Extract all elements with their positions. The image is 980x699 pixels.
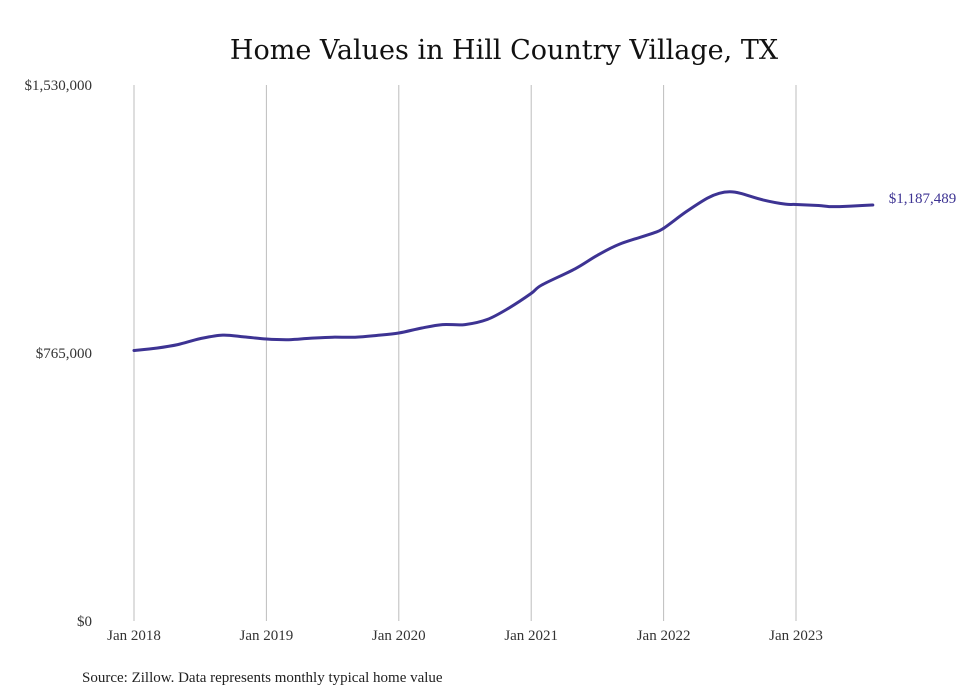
x-tick-label: Jan 2019 xyxy=(240,628,294,644)
y-tick-label: $0 xyxy=(77,614,92,630)
x-tick-label: Jan 2022 xyxy=(637,628,691,644)
home-value-series-line xyxy=(132,190,875,352)
x-tick-label: Jan 2018 xyxy=(107,628,161,644)
x-tick-label: Jan 2023 xyxy=(769,628,823,644)
y-tick-label: $765,000 xyxy=(36,346,92,362)
end-value-label: $1,187,489 xyxy=(889,191,957,207)
chart-title: Home Values in Hill Country Village, TX xyxy=(230,35,779,66)
x-axis-ticks: Jan 2018 Jan 2019 Jan 2020 Jan 2021 Jan 2022… xyxy=(107,628,823,644)
gridlines xyxy=(133,85,797,621)
x-tick-label: Jan 2020 xyxy=(372,628,426,644)
y-axis-ticks: $0 $765,000 $1,530,000 xyxy=(25,78,93,630)
y-tick-label: $1,530,000 xyxy=(25,78,93,94)
source-note: Source: Zillow. Data represents monthly … xyxy=(82,670,443,686)
x-tick-label: Jan 2021 xyxy=(504,628,558,644)
series: $1,187,489 xyxy=(132,190,957,352)
